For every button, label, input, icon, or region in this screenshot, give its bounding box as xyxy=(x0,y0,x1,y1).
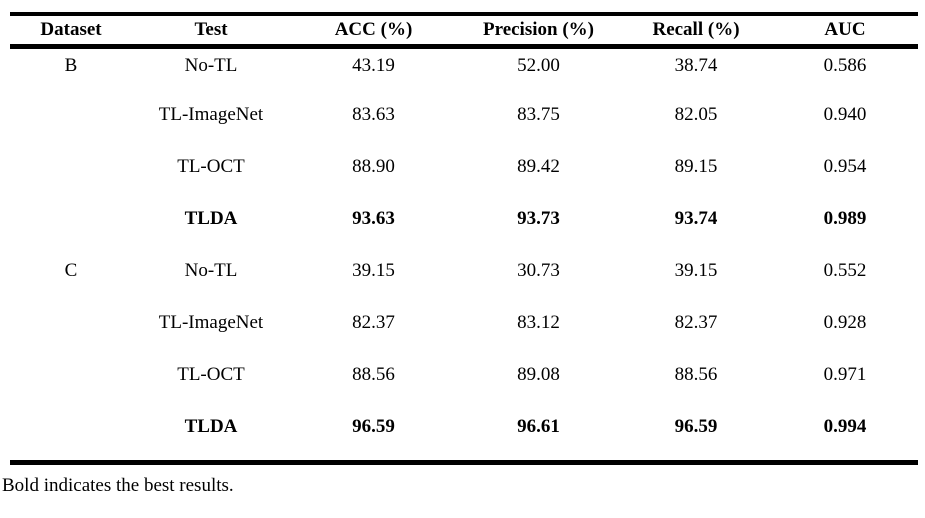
cell-precision: 83.75 xyxy=(517,104,560,125)
cell-acc: 88.56 xyxy=(352,364,395,385)
cell-dataset xyxy=(10,202,132,254)
cell-precision: 89.08 xyxy=(517,364,560,385)
cell-auc: 0.586 xyxy=(823,54,867,76)
cell-precision: 89.42 xyxy=(517,156,560,177)
cell-acc: 88.90 xyxy=(352,156,395,177)
cell-test: TL-ImageNet xyxy=(158,312,264,333)
cell-recall: 82.37 xyxy=(674,312,718,333)
cell-acc: 83.63 xyxy=(352,104,395,125)
cell-dataset xyxy=(10,358,132,410)
table-row: TL-ImageNet 83.63 83.75 82.05 0.940 xyxy=(10,98,918,150)
cell-recall: 88.56 xyxy=(674,364,718,385)
cell-test: No-TL xyxy=(184,260,238,281)
cell-acc: 93.63 xyxy=(352,208,395,229)
cell-dataset xyxy=(10,98,132,150)
cell-dataset xyxy=(10,306,132,358)
cell-auc: 0.928 xyxy=(823,312,867,333)
cell-acc: 43.19 xyxy=(352,54,395,76)
cell-precision: 83.12 xyxy=(517,312,560,333)
cell-test: TL-OCT xyxy=(177,156,245,177)
cell-auc: 0.552 xyxy=(823,260,867,281)
table-row: B No-TL 43.19 52.00 38.74 0.586 xyxy=(10,46,918,98)
cell-acc: 39.15 xyxy=(352,260,395,281)
cell-test: TLDA xyxy=(184,208,238,229)
cell-acc: 82.37 xyxy=(352,312,395,333)
cell-recall: 38.74 xyxy=(674,54,718,76)
cell-test: TL-OCT xyxy=(177,364,245,385)
cell-dataset xyxy=(10,410,132,462)
results-table: Dataset Test ACC (%) Precision (%) Recal… xyxy=(10,12,918,465)
table-row-best: TLDA 96.59 96.61 96.59 0.994 xyxy=(10,410,918,462)
column-header-precision: Precision (%) xyxy=(457,14,620,49)
cell-precision: 93.73 xyxy=(517,208,560,229)
cell-auc: 0.994 xyxy=(823,416,867,437)
cell-recall: 89.15 xyxy=(674,156,718,177)
cell-recall: 39.15 xyxy=(674,260,718,281)
table-row: TL-OCT 88.56 89.08 88.56 0.971 xyxy=(10,358,918,410)
cell-precision: 30.73 xyxy=(517,260,560,281)
cell-recall: 82.05 xyxy=(674,104,718,125)
cell-acc: 96.59 xyxy=(352,416,395,437)
table-body: B No-TL 43.19 52.00 38.74 0.586 TL-Image… xyxy=(10,46,918,462)
column-header-dataset: Dataset xyxy=(10,14,132,49)
cell-test: TLDA xyxy=(184,416,238,437)
table-row: TL-ImageNet 82.37 83.12 82.37 0.928 xyxy=(10,306,918,358)
cell-precision: 96.61 xyxy=(517,416,560,437)
cell-dataset: C xyxy=(64,260,78,281)
cell-dataset: B xyxy=(64,54,78,76)
cell-precision: 52.00 xyxy=(517,54,560,76)
cell-auc: 0.954 xyxy=(823,156,867,177)
table-header: Dataset Test ACC (%) Precision (%) Recal… xyxy=(10,14,918,49)
cell-auc: 0.971 xyxy=(823,364,867,385)
cell-test: TL-ImageNet xyxy=(158,104,264,125)
column-header-acc: ACC (%) xyxy=(290,14,457,49)
cell-test: No-TL xyxy=(184,54,238,76)
column-header-recall: Recall (%) xyxy=(620,14,772,49)
cell-auc: 0.940 xyxy=(823,104,867,125)
table-row-best: TLDA 93.63 93.73 93.74 0.989 xyxy=(10,202,918,254)
table-row: C No-TL 39.15 30.73 39.15 0.552 xyxy=(10,254,918,306)
cell-dataset xyxy=(10,150,132,202)
cell-auc: 0.989 xyxy=(823,208,867,229)
cell-recall: 93.74 xyxy=(674,208,718,229)
column-header-auc: AUC xyxy=(772,14,918,49)
table-row: TL-OCT 88.90 89.42 89.15 0.954 xyxy=(10,150,918,202)
table-footnote: Bold indicates the best results. xyxy=(2,474,234,496)
cell-recall: 96.59 xyxy=(674,416,718,437)
column-header-test: Test xyxy=(132,14,290,49)
header-row: Dataset Test ACC (%) Precision (%) Recal… xyxy=(10,14,918,49)
